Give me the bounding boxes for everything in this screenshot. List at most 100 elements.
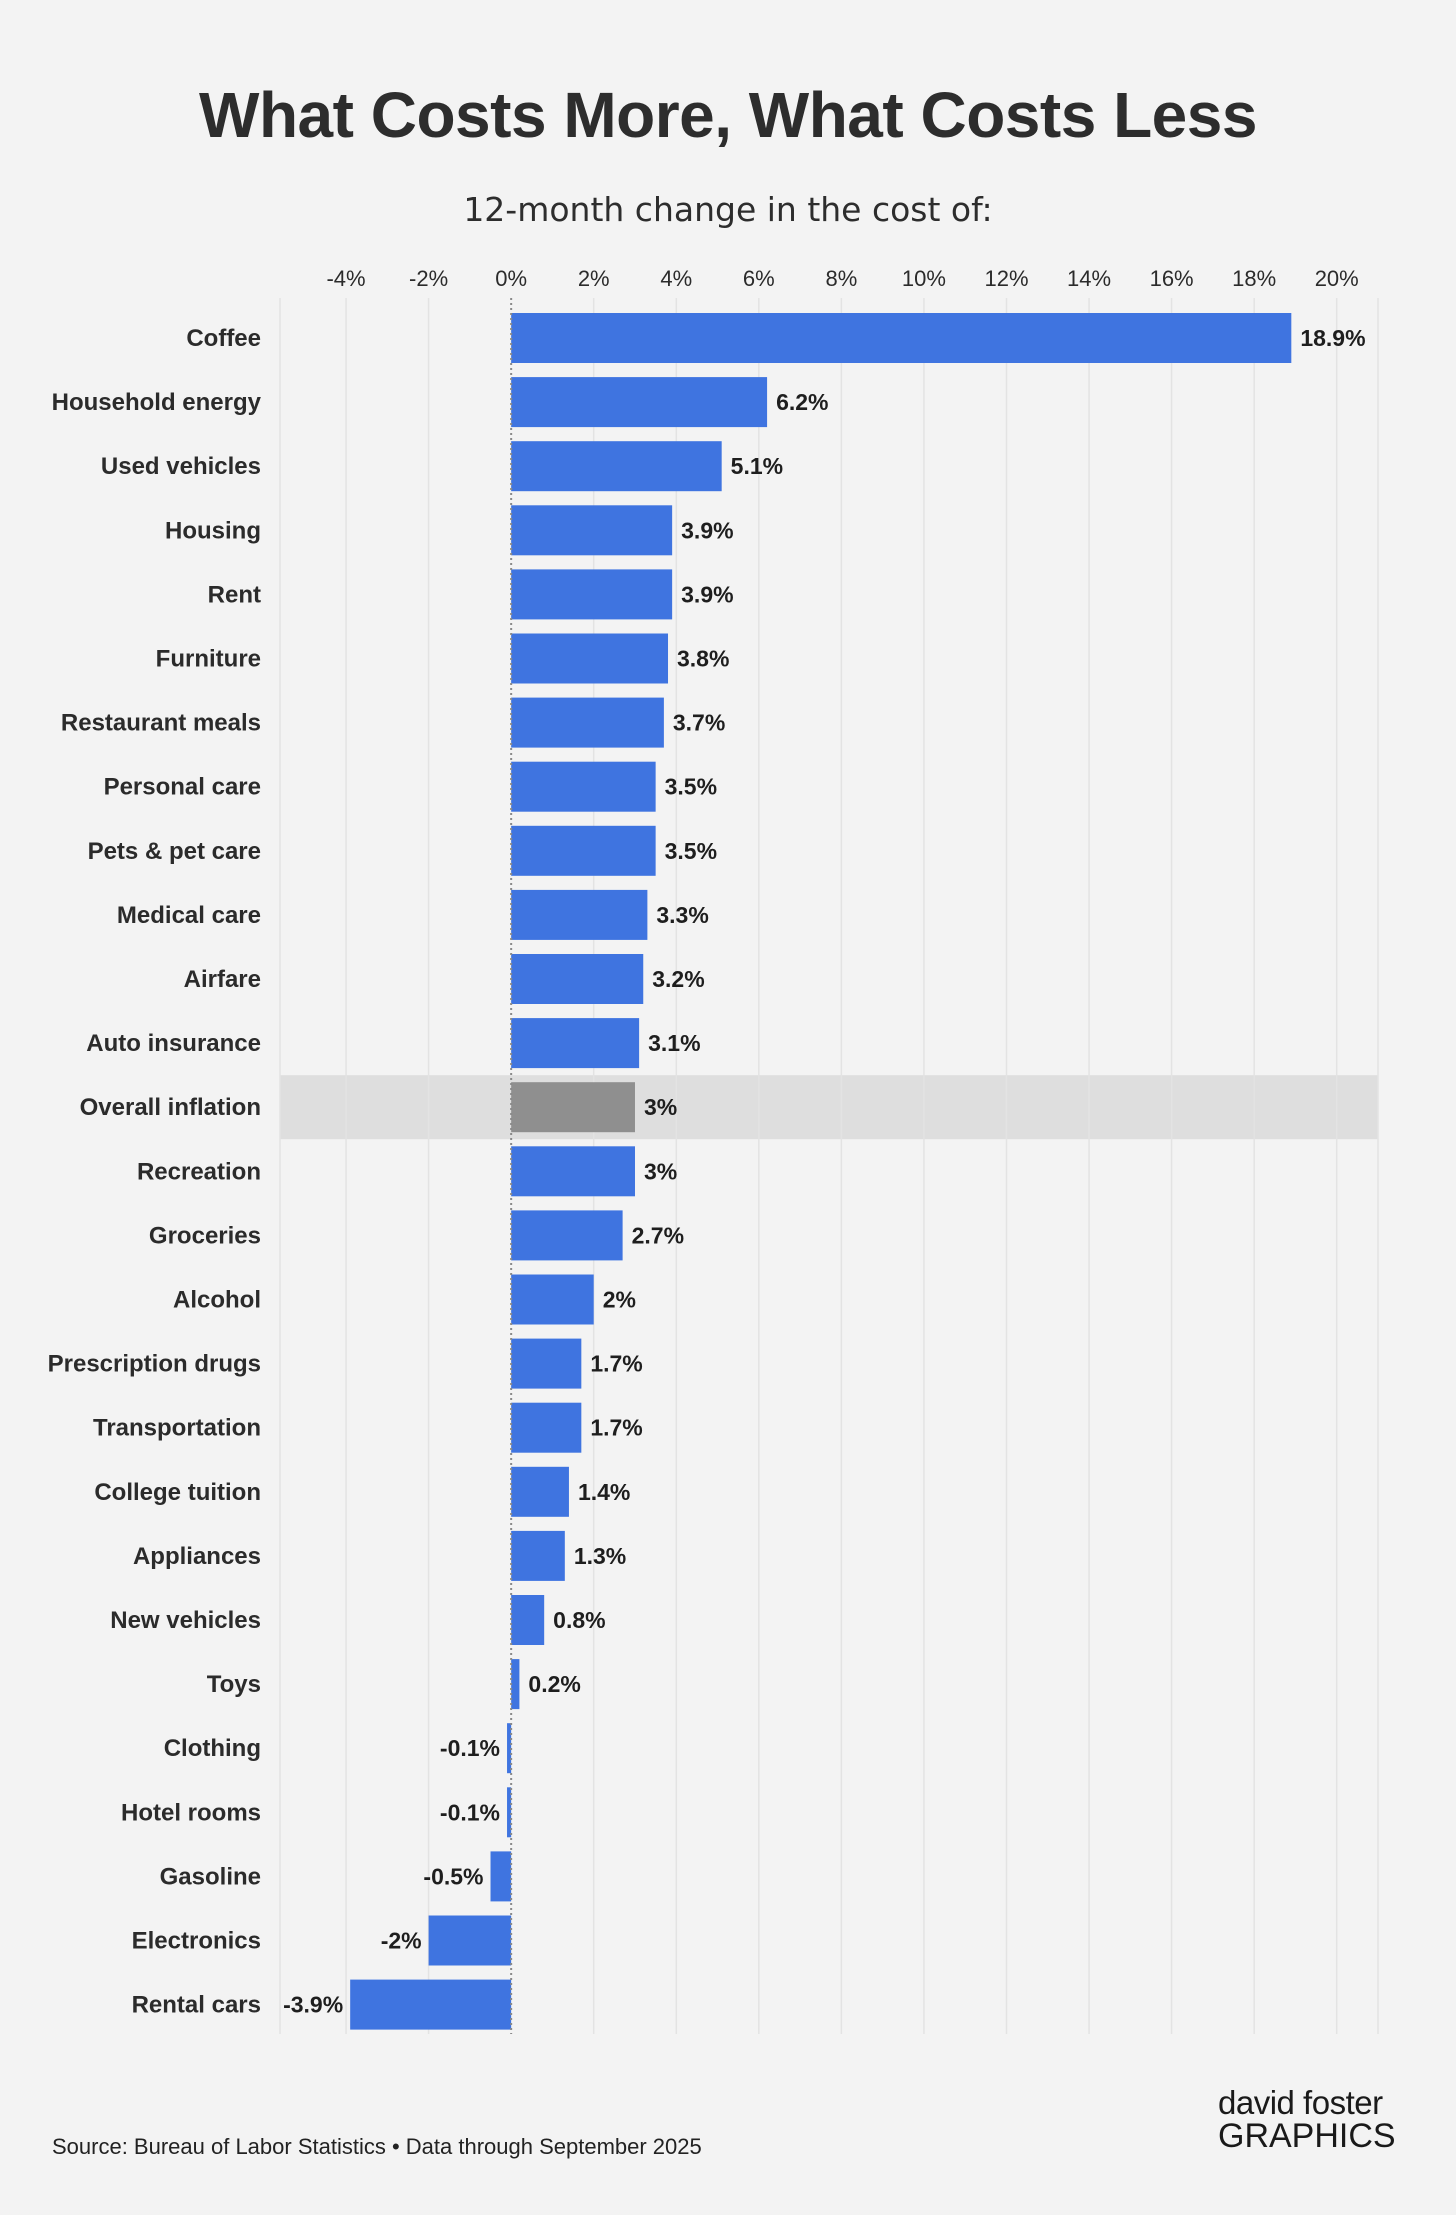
x-tick-label: 0% — [495, 266, 527, 291]
value-label: -0.1% — [440, 1799, 500, 1825]
value-label: 3% — [644, 1158, 677, 1184]
x-tick-label: 10% — [902, 266, 946, 291]
category-label: Gasoline — [160, 1863, 261, 1890]
value-label: 3.5% — [665, 774, 717, 800]
bar — [511, 1018, 640, 1069]
bar — [511, 1595, 545, 1645]
bar — [511, 633, 669, 684]
value-label: -0.5% — [423, 1863, 483, 1889]
value-label: 3.8% — [677, 646, 729, 672]
category-label: Prescription drugs — [48, 1351, 261, 1378]
category-label: Pets & pet care — [88, 838, 261, 865]
category-label: Auto insurance — [86, 1030, 261, 1057]
value-label: -2% — [381, 1928, 422, 1954]
bar — [490, 1851, 512, 1902]
value-label: 5.1% — [731, 453, 783, 479]
value-label: 2.7% — [632, 1222, 684, 1248]
value-label: 2% — [603, 1287, 636, 1313]
category-label: Restaurant meals — [61, 710, 261, 737]
value-label: 3% — [644, 1094, 677, 1120]
value-label: 3.9% — [681, 581, 733, 607]
highlight-band — [280, 1075, 1378, 1140]
x-tick-label: 16% — [1150, 266, 1194, 291]
bar — [511, 377, 768, 428]
x-tick-label: 6% — [743, 266, 775, 291]
bar — [511, 1659, 520, 1710]
x-tick-label: 20% — [1315, 266, 1359, 291]
bar — [511, 1274, 594, 1325]
x-tick-label: 8% — [825, 266, 857, 291]
value-label: 0.8% — [553, 1607, 605, 1633]
x-tick-label: 12% — [984, 266, 1028, 291]
bar — [511, 1402, 582, 1453]
value-label: 1.4% — [578, 1479, 630, 1505]
value-label: 3.3% — [656, 902, 708, 928]
value-label: -3.9% — [283, 1992, 343, 2018]
logo-text-bottom: GRAPHICS — [1218, 2117, 1396, 2155]
value-label: -0.1% — [440, 1735, 500, 1761]
category-label: Personal care — [104, 774, 261, 801]
category-label: Recreation — [137, 1158, 261, 1185]
category-label: Toys — [207, 1671, 261, 1698]
value-label: 3.9% — [681, 517, 733, 543]
category-label: New vehicles — [110, 1607, 261, 1634]
bar — [511, 569, 673, 620]
chart-subtitle: 12-month change in the cost of: — [463, 190, 993, 229]
value-label: 3.2% — [652, 966, 704, 992]
x-tick-label: -2% — [409, 266, 448, 291]
bar — [511, 1082, 635, 1133]
x-tick-label: 14% — [1067, 266, 1111, 291]
category-label: Overall inflation — [80, 1094, 261, 1121]
value-label: 3.7% — [673, 710, 725, 736]
value-label: 18.9% — [1300, 325, 1365, 351]
x-tick-label: 18% — [1232, 266, 1276, 291]
bar — [507, 1787, 512, 1838]
category-label: Rent — [208, 581, 261, 608]
logo-text-top: david foster — [1218, 2084, 1383, 2121]
brand-logo: david foster GRAPHICS — [1218, 2084, 1408, 2162]
category-label: Coffee — [186, 325, 261, 352]
value-label: 0.2% — [528, 1671, 580, 1697]
bar — [511, 954, 644, 1004]
bar — [511, 441, 722, 492]
chart-title: What Costs More, What Costs Less — [199, 79, 1257, 151]
category-label: Medical care — [117, 902, 261, 929]
bar — [511, 1530, 565, 1581]
value-label: 1.3% — [574, 1543, 626, 1569]
bar — [511, 697, 664, 748]
bar — [428, 1915, 512, 1966]
category-label: Appliances — [133, 1543, 261, 1570]
bar — [511, 825, 656, 876]
category-label: Alcohol — [173, 1287, 261, 1314]
value-label: 3.1% — [648, 1030, 700, 1056]
x-tick-label: 2% — [578, 266, 610, 291]
category-label: Furniture — [156, 646, 261, 673]
category-label: Used vehicles — [101, 453, 261, 480]
value-label: 3.5% — [665, 838, 717, 864]
value-label: 6.2% — [776, 389, 828, 415]
category-label: Electronics — [132, 1928, 261, 1955]
bar — [511, 313, 1292, 363]
bar — [350, 1979, 512, 2030]
bar — [511, 1466, 569, 1517]
category-label: College tuition — [94, 1479, 261, 1506]
source-note: Source: Bureau of Labor Statistics • Dat… — [52, 2134, 702, 2159]
bar — [507, 1723, 512, 1774]
bar — [511, 889, 648, 940]
bar-chart: -4% -2% 0% 2% 4% 6% 8% 10% 12% 14% 16% 18% 20% Coffee… — [48, 266, 1379, 2034]
x-tick-label: -4% — [326, 266, 365, 291]
category-label: Transportation — [93, 1415, 261, 1442]
value-label: 1.7% — [590, 1415, 642, 1441]
category-label: Clothing — [164, 1735, 261, 1762]
bar — [511, 1146, 635, 1197]
category-label: Airfare — [184, 966, 261, 993]
category-label: Household energy — [52, 389, 262, 416]
category-label: Hotel rooms — [121, 1799, 261, 1826]
category-label: Rental cars — [132, 1992, 261, 2019]
x-tick-label: 4% — [660, 266, 692, 291]
bar — [511, 1210, 623, 1261]
category-label: Groceries — [149, 1222, 261, 1249]
bar — [511, 1338, 582, 1389]
bar — [511, 505, 673, 556]
value-label: 1.7% — [590, 1351, 642, 1377]
